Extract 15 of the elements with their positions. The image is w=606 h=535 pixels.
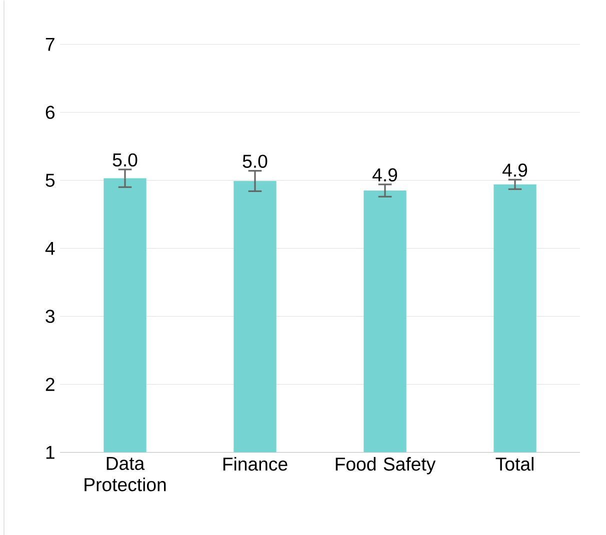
x-tick-label: Finance bbox=[223, 457, 288, 471]
y-tick-label: 7 bbox=[46, 38, 54, 51]
data-label: 4.9 bbox=[502, 164, 528, 177]
y-tick-label: 2 bbox=[46, 378, 54, 391]
y-tick-label: 4 bbox=[45, 242, 55, 255]
y-tick-label: 6 bbox=[46, 106, 54, 119]
x-tick-label: Data Protection bbox=[84, 457, 166, 492]
y-tick-label: 3 bbox=[46, 310, 54, 323]
data-label: 5.0 bbox=[242, 154, 268, 168]
data-label: 4.9 bbox=[372, 168, 398, 182]
y-tick-label: 1 bbox=[46, 446, 54, 459]
x-tick-label: Total bbox=[496, 457, 534, 471]
x-tick-label: Food Safety bbox=[336, 457, 436, 474]
y-tick-label: 5 bbox=[46, 174, 55, 187]
data-label: 5.0 bbox=[112, 153, 138, 167]
